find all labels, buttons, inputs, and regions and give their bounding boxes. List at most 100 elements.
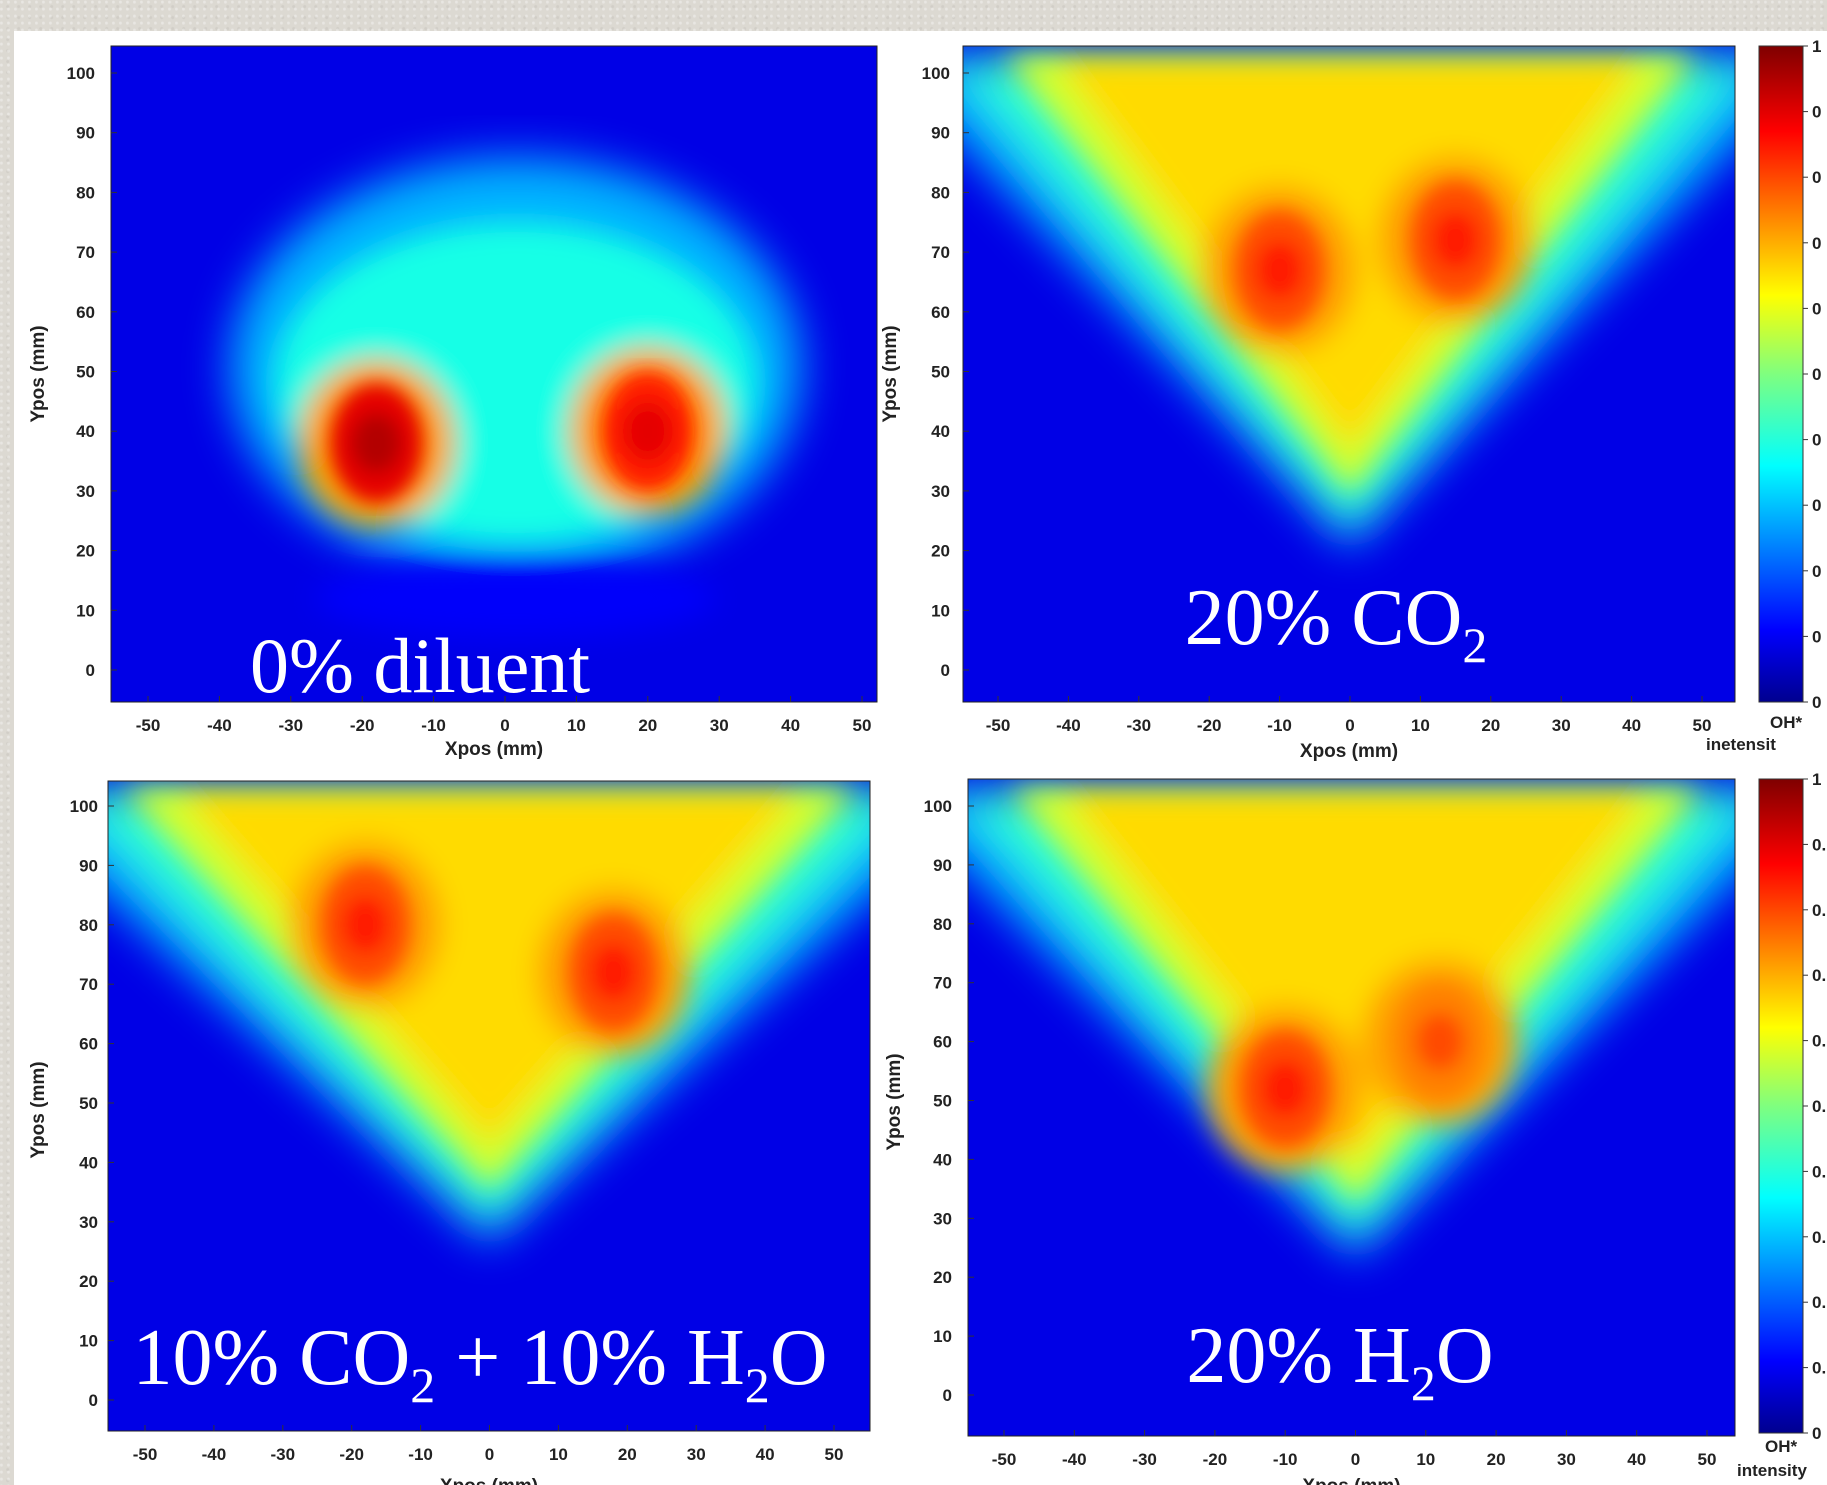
y-tick-label: 100 — [70, 797, 98, 816]
heatmap-top-left: 0 10 20 30 40 50 60 70 80 90 100 -50 -40 -30 -20 -10 0 10… — [28, 45, 878, 760]
y-tick-label: 90 — [933, 856, 952, 875]
y-tick-label: 90 — [931, 124, 950, 143]
y-axis-label: Ypos (mm) — [880, 325, 901, 422]
y-tick-label: 30 — [79, 1213, 98, 1232]
axes-box — [110, 45, 878, 703]
heatmap-field — [968, 779, 1735, 1436]
y-tick-label: 20 — [933, 1268, 952, 1287]
colorbar-tick-label: 0. — [1812, 1032, 1826, 1051]
x-tick-label: -50 — [986, 716, 1011, 735]
y-tick-label: 20 — [76, 542, 95, 561]
x-tick-label: 20 — [618, 1445, 637, 1464]
y-tick-label: 30 — [76, 482, 95, 501]
y-tick-label: 60 — [933, 1033, 952, 1052]
x-axis-label: Xpos (mm) — [1302, 1476, 1400, 1485]
colorbar-bottom-label-1: OH* — [1765, 1437, 1798, 1456]
x-tick-label: -30 — [1132, 1450, 1157, 1469]
axes-box — [967, 778, 1736, 1437]
x-tick-label: 0 — [500, 716, 509, 735]
x-tick-label: 40 — [1622, 716, 1641, 735]
heatmap-field — [111, 46, 877, 702]
y-tick-label: 40 — [931, 422, 950, 441]
y-tick-label: 0 — [89, 1391, 98, 1410]
y-tick-label: 0 — [943, 1386, 952, 1405]
colorbar-tick-label: 0. — [1812, 966, 1826, 985]
x-tick-label: -50 — [992, 1450, 1017, 1469]
colorbar-tick-label: 0 — [1812, 299, 1821, 318]
x-axis-label: Xpos (mm) — [1300, 741, 1398, 762]
x-tick-label: -10 — [421, 716, 446, 735]
y-tick-label: 40 — [79, 1153, 98, 1172]
x-tick-label: 20 — [1481, 716, 1500, 735]
x-tick-label: -10 — [408, 1445, 433, 1464]
heatmap-field — [963, 46, 1735, 702]
colorbar-tick-label: 0 — [1812, 562, 1821, 581]
colorbar-tick-label: 0. — [1812, 1359, 1826, 1378]
x-tick-label: -50 — [136, 716, 161, 735]
y-axis-label: Ypos (mm) — [884, 1053, 905, 1150]
y-tick-label: 70 — [931, 243, 950, 262]
axes-box — [962, 45, 1736, 703]
y-tick-label: 10 — [933, 1327, 952, 1346]
colorbar-tick-label: 0. — [1812, 1097, 1826, 1116]
y-tick-label: 20 — [931, 542, 950, 561]
heatmap-bottom-left: 0 10 20 30 40 50 60 70 80 90 100 -50 -40 -30 -20 -10 0 10… — [28, 780, 871, 1485]
panel-annotation: 20% H2O — [1186, 1312, 1493, 1411]
y-tick-label: 80 — [76, 183, 95, 202]
panel-annotation: 10% CO2 + 10% H2O — [132, 1314, 827, 1413]
colorbar-tick-label: 0 — [1812, 168, 1821, 187]
colorbar-top-label-1: OH* — [1770, 713, 1803, 732]
panel-annotation: 20% CO2 — [1185, 574, 1488, 673]
x-tick-label: -20 — [1197, 716, 1222, 735]
colorbar-top-gradient — [1758, 45, 1804, 703]
x-tick-label: 0 — [1345, 716, 1354, 735]
y-tick-label: 60 — [931, 303, 950, 322]
x-tick-label: 30 — [1552, 716, 1571, 735]
colorbar-tick-label: 0. — [1812, 1228, 1826, 1247]
x-tick-label: 40 — [1627, 1450, 1646, 1469]
y-tick-label: 80 — [933, 915, 952, 934]
colorbar-tick-label: 0 — [1812, 234, 1821, 253]
x-tick-label: -40 — [1062, 1450, 1087, 1469]
y-tick-label: 50 — [79, 1094, 98, 1113]
y-tick-label: 80 — [79, 916, 98, 935]
y-tick-label: 90 — [79, 856, 98, 875]
x-tick-label: 0 — [485, 1445, 494, 1464]
x-tick-label: -10 — [1267, 716, 1292, 735]
heatmap-field — [108, 781, 870, 1431]
y-tick-label: 100 — [922, 64, 950, 83]
colorbar-top: 1 0 0 0 0 0 0 0 0 0 0 OH* inetensit — [1706, 37, 1821, 754]
x-tick-label: -40 — [1056, 716, 1081, 735]
y-tick-label: 10 — [79, 1332, 98, 1351]
x-tick-label: -40 — [202, 1445, 227, 1464]
y-tick-label: 60 — [76, 303, 95, 322]
y-tick-label: 30 — [931, 482, 950, 501]
y-tick-label: 50 — [931, 363, 950, 382]
y-tick-label: 70 — [933, 974, 952, 993]
colorbar-tick-label: 0 — [1812, 431, 1821, 450]
y-tick-label: 0 — [941, 661, 950, 680]
y-tick-label: 80 — [931, 183, 950, 202]
y-tick-label: 60 — [79, 1035, 98, 1054]
y-tick-label: 90 — [76, 124, 95, 143]
x-tick-label: 50 — [1693, 716, 1712, 735]
x-tick-label: -30 — [1127, 716, 1152, 735]
x-tick-label: 50 — [825, 1445, 844, 1464]
y-tick-label: 70 — [76, 243, 95, 262]
y-tick-label: 30 — [933, 1209, 952, 1228]
colorbar-tick-label: 0. — [1812, 835, 1826, 854]
colorbar-top-label-2: inetensit — [1706, 735, 1776, 754]
x-tick-label: -10 — [1273, 1450, 1298, 1469]
x-tick-label: -30 — [279, 716, 304, 735]
x-tick-label: -40 — [207, 716, 232, 735]
x-tick-label: 30 — [687, 1445, 706, 1464]
colorbar-tick-label: 0. — [1812, 901, 1826, 920]
y-tick-label: 100 — [924, 797, 952, 816]
x-tick-label: -20 — [339, 1445, 364, 1464]
x-tick-label: 20 — [1487, 1450, 1506, 1469]
y-tick-label: 20 — [79, 1272, 98, 1291]
colorbar-tick-label: 0 — [1812, 693, 1821, 712]
panel-annotation: 0% diluent — [250, 622, 590, 709]
colorbar-tick-label: 0 — [1812, 103, 1821, 122]
